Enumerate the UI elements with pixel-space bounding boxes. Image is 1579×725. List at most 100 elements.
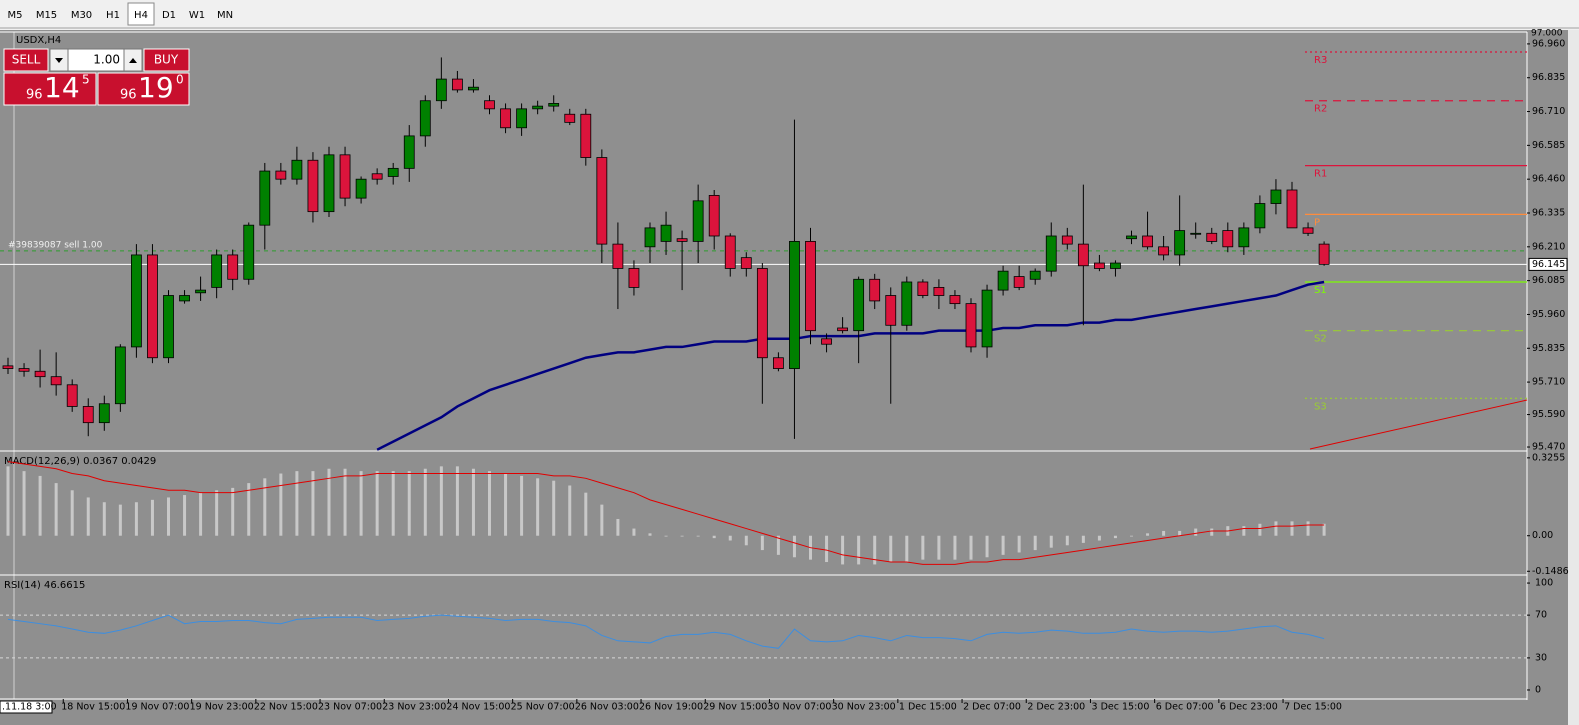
toolbar (0, 0, 1579, 28)
macd-bar (1017, 535, 1021, 553)
timeframe-button[interactable] (156, 3, 182, 25)
candle-body (853, 278, 865, 332)
chart-title: USDX,H4 (16, 35, 61, 46)
candle-body (451, 78, 463, 91)
macd-bar (439, 466, 443, 536)
macd-bar (1178, 530, 1182, 536)
candle-body (869, 278, 881, 302)
time-label: 26 Nov 03:00 (575, 702, 639, 713)
macd-bar (6, 466, 10, 536)
candle-body (291, 159, 303, 180)
scrollbar (1568, 30, 1579, 725)
candle-body (676, 238, 688, 242)
candle-body (114, 346, 126, 405)
candle-body (580, 113, 592, 158)
sell-button[interactable] (3, 48, 49, 72)
macd-bar (937, 535, 941, 560)
timeframe-button[interactable] (184, 3, 210, 25)
timeframe-button[interactable] (30, 3, 63, 25)
macd-bar (167, 497, 170, 536)
candle-body (1286, 189, 1298, 229)
candle-body (1013, 276, 1025, 288)
candle-body (949, 295, 961, 305)
buy-price-box[interactable] (97, 72, 190, 106)
y-tick-label: 30 (1535, 652, 1547, 663)
candle-body (323, 154, 335, 213)
candle-body (821, 338, 832, 345)
candle-body (885, 295, 897, 326)
candle-body (917, 281, 929, 296)
candle-body (708, 195, 720, 237)
macd-bar (600, 504, 604, 536)
macd-bar (247, 483, 251, 536)
candle-body (243, 224, 255, 280)
candle-body (227, 254, 239, 280)
candle-body (179, 295, 190, 302)
order-label: #39839087 sell 1.00 (8, 240, 103, 250)
candle-body (740, 257, 752, 269)
time-axis (0, 700, 1568, 725)
macd-bar (1194, 528, 1198, 536)
timeframe-button[interactable] (2, 3, 28, 25)
candle-body (419, 100, 431, 137)
candle-body (789, 241, 800, 369)
timeframe-label: W1 (189, 10, 205, 21)
timeframe-button[interactable] (100, 3, 126, 25)
candle-body (516, 108, 527, 129)
candle-body (500, 108, 511, 129)
y-tick-label: 70 (1535, 610, 1547, 621)
timeframe-label: H1 (106, 10, 120, 21)
candle-body (34, 370, 46, 378)
macd-bar (183, 495, 187, 536)
sell-price-box[interactable] (3, 72, 97, 106)
macd-bar (359, 471, 363, 536)
timeframe-label: M5 (8, 10, 23, 21)
candle-body (50, 376, 62, 386)
macd-bar (1130, 535, 1133, 537)
macd-bar (279, 473, 283, 536)
candle-body (435, 78, 447, 102)
candle-body (1077, 243, 1089, 267)
bid-label: 96.145 (1532, 259, 1565, 270)
candle-body (564, 113, 576, 123)
candle-body (1206, 232, 1218, 242)
candle-body (307, 159, 319, 213)
candle-body (163, 295, 174, 359)
timeframe-button[interactable] (127, 2, 155, 26)
candle-body (130, 254, 142, 348)
macd-bar (889, 535, 893, 563)
macd-bar (1081, 535, 1085, 543)
macd-bar (38, 475, 42, 536)
macd-signal (7, 461, 1325, 565)
time-label: 26 Nov 19:00 (639, 702, 703, 713)
timeframe-label: H4 (134, 10, 148, 21)
buy-price-big: 96 (120, 88, 137, 103)
macd-bar (407, 471, 411, 536)
timeframe-button[interactable] (212, 3, 238, 25)
macd-bar (118, 504, 122, 536)
macd-bar (1258, 523, 1262, 536)
macd-bar (632, 528, 636, 536)
candle-body (468, 86, 479, 91)
macd-bar (1322, 523, 1326, 536)
macd-bar (423, 468, 427, 536)
candle-body (1094, 262, 1105, 269)
macd-bar (455, 466, 459, 536)
buy-button[interactable] (143, 48, 190, 72)
macd-bar (1162, 530, 1166, 536)
macd-bar (568, 485, 572, 536)
buy-label: BUY (154, 53, 179, 67)
macd-bar (86, 497, 90, 536)
y-tick-label: 95.835 (1532, 343, 1565, 354)
candle-body (596, 157, 608, 245)
macd-bar (391, 471, 395, 536)
candle-body (997, 270, 1009, 291)
macd-bar (1097, 535, 1101, 541)
candle-body (259, 170, 271, 226)
macd-bar (1049, 535, 1053, 548)
timeframe-button[interactable] (65, 3, 98, 25)
timeframe-label: M15 (36, 10, 57, 21)
arrow (55, 58, 63, 63)
